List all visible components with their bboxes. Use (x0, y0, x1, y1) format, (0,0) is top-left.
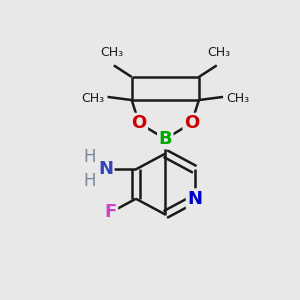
Text: CH₃: CH₃ (81, 92, 104, 106)
Text: H: H (83, 172, 96, 190)
Text: N: N (187, 190, 202, 208)
Text: H: H (83, 172, 97, 190)
Text: N: N (98, 160, 113, 178)
Text: H: H (83, 148, 96, 166)
Text: H: H (83, 148, 97, 166)
Text: N: N (98, 160, 113, 178)
Text: CH₃: CH₃ (207, 46, 230, 59)
Text: B: B (158, 130, 172, 148)
Text: CH₃: CH₃ (226, 92, 249, 106)
Text: O: O (184, 114, 199, 132)
Text: F: F (105, 203, 117, 221)
Text: CH₃: CH₃ (100, 46, 123, 59)
Text: O: O (131, 114, 147, 132)
